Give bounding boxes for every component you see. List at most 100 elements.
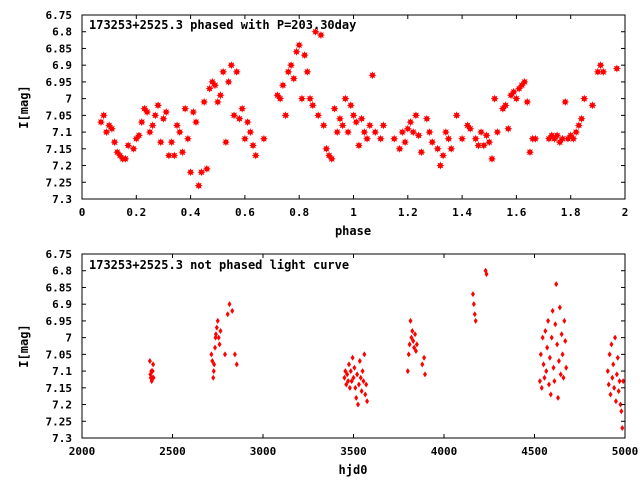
unphased-y-axis-label: I[mag]	[17, 324, 31, 367]
data-point	[376, 134, 385, 143]
data-point	[306, 94, 315, 103]
data-point	[343, 368, 348, 375]
data-point	[209, 351, 214, 358]
phased-data-points	[97, 27, 621, 190]
data-point	[151, 374, 156, 381]
data-point	[531, 134, 540, 143]
data-point	[407, 341, 412, 348]
data-point	[249, 141, 257, 150]
data-point	[346, 378, 351, 385]
data-point	[276, 94, 285, 103]
y-tick-label: 6.85	[46, 42, 73, 55]
data-point	[520, 77, 529, 86]
x-tick-label: 3000	[250, 445, 277, 458]
data-point	[154, 101, 162, 110]
data-point	[314, 111, 323, 120]
data-point	[553, 321, 558, 328]
data-point	[352, 364, 357, 371]
y-tick-label: 6.95	[46, 315, 73, 328]
data-point	[556, 358, 561, 365]
data-point	[572, 128, 581, 137]
data-point	[222, 351, 227, 358]
x-tick-label: 0.2	[126, 206, 146, 219]
data-point	[540, 334, 545, 341]
data-point	[221, 138, 230, 147]
data-point	[413, 331, 418, 338]
phased-plot-frame	[81, 14, 626, 200]
data-point	[611, 361, 616, 368]
data-point	[175, 128, 184, 137]
data-point	[403, 124, 412, 133]
data-point	[569, 134, 578, 143]
data-point	[214, 324, 219, 331]
x-tick-label: 0.8	[289, 206, 309, 219]
y-tick-label: 7.05	[46, 348, 73, 361]
data-point	[470, 291, 475, 298]
data-point	[412, 344, 417, 351]
data-point	[490, 94, 499, 103]
unphased-axis-ticks: 2000 2500 3000 3500 4000 4500 5000 6.75 6.8 6.85 6…	[46, 248, 639, 458]
data-point	[562, 317, 567, 324]
data-point	[151, 111, 160, 120]
data-point	[542, 374, 547, 381]
data-point	[330, 104, 339, 113]
data-point	[471, 134, 480, 143]
data-point	[368, 71, 377, 80]
data-point	[354, 141, 363, 150]
data-point	[558, 371, 563, 378]
data-point	[552, 378, 557, 385]
data-point	[398, 128, 407, 137]
data-point	[349, 111, 358, 120]
phased-x-axis-label: phase	[335, 224, 371, 238]
data-point	[284, 67, 293, 76]
data-point	[472, 311, 477, 318]
phased-plot-title: 173253+2525.3 phased with P=203.30day	[89, 18, 356, 32]
data-point	[344, 381, 349, 388]
unphased-light-curve-panel: 2000 2500 3000 3500 4000 4500 5000 6.75 6.8 6.85 6…	[17, 248, 638, 477]
data-point	[102, 128, 111, 137]
data-point	[509, 87, 518, 96]
data-point	[143, 108, 152, 116]
unphased-data-points	[147, 267, 626, 431]
data-point	[617, 378, 622, 385]
data-point	[211, 368, 216, 375]
data-point	[420, 361, 425, 368]
x-tick-label: 1.2	[398, 206, 418, 219]
data-point	[474, 141, 483, 150]
data-point	[619, 408, 624, 415]
data-point	[428, 138, 437, 147]
y-tick-label: 7.25	[46, 415, 73, 428]
data-point	[433, 144, 442, 153]
data-point	[558, 134, 567, 143]
data-point	[395, 144, 404, 153]
data-point	[422, 114, 431, 123]
unphased-x-axis-label: hjd0	[339, 463, 368, 477]
data-point	[341, 94, 350, 103]
x-tick-label: 3500	[340, 445, 367, 458]
data-point	[311, 27, 320, 36]
data-point	[227, 61, 236, 70]
data-point	[441, 128, 450, 137]
x-tick-label: 4000	[431, 445, 458, 458]
data-point	[436, 161, 445, 170]
data-point	[546, 381, 551, 388]
data-point	[173, 121, 181, 130]
data-point	[559, 331, 564, 338]
y-tick-label: 6.95	[46, 76, 73, 89]
data-point	[246, 128, 255, 137]
data-point	[156, 138, 165, 147]
x-tick-label: 1.8	[561, 206, 581, 219]
data-point	[295, 41, 304, 50]
data-point	[192, 118, 200, 127]
data-point	[351, 374, 356, 381]
data-point	[550, 307, 555, 314]
data-point	[150, 368, 155, 375]
data-point	[593, 67, 602, 76]
data-point	[409, 334, 414, 341]
data-point	[335, 114, 344, 123]
data-point	[170, 151, 179, 160]
y-tick-label: 7	[65, 332, 72, 345]
x-tick-label: 1.4	[452, 206, 472, 219]
data-point	[411, 111, 420, 120]
